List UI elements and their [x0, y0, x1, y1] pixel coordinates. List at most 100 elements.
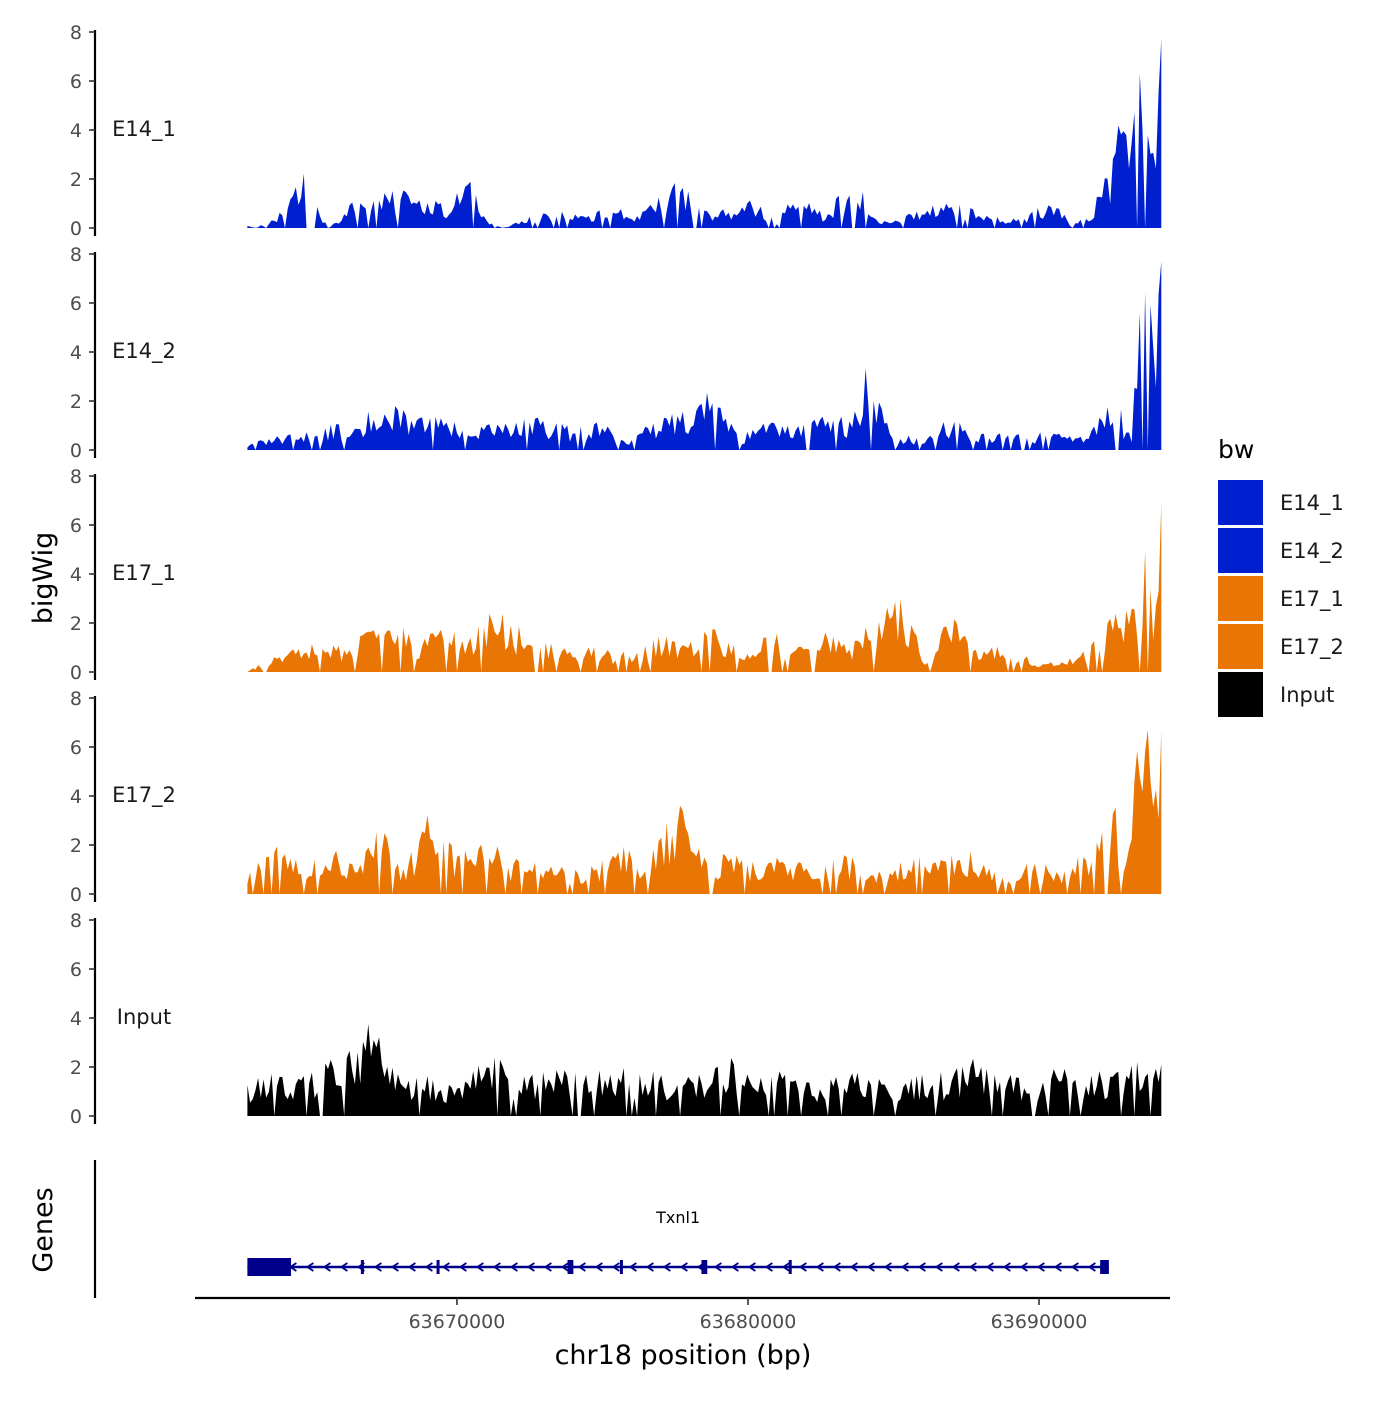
strand-arrow	[1070, 1262, 1079, 1272]
strand-arrow	[917, 1262, 926, 1272]
strand-arrow	[373, 1262, 382, 1272]
y-tick-label: 8	[70, 910, 82, 932]
strand-arrow	[713, 1262, 722, 1272]
tracks-layer: 0 2 4 6 8 E14_1 0 2 4 6 8 E14_2 0 2 4 6 8 E17_1 0 2 4 6 8 E17_2…	[70, 22, 1162, 1128]
coverage-area	[247, 502, 1162, 672]
strand-arrow	[968, 1262, 977, 1272]
gene-exon	[788, 1260, 792, 1274]
track-label: E14_1	[112, 117, 176, 142]
track-E14_2: 0 2 4 6 8 E14_2	[70, 244, 1162, 462]
legend-label: E14_1	[1280, 491, 1344, 516]
strand-arrow	[339, 1262, 348, 1272]
strand-arrow	[441, 1262, 450, 1272]
x-axis: 63670000 63680000 63690000	[195, 1296, 1170, 1333]
y-tick-label: 8	[70, 466, 82, 488]
strand-arrow	[577, 1262, 586, 1272]
x-tick-label: 63670000	[409, 1311, 506, 1333]
strand-arrow	[509, 1262, 518, 1272]
genes-axis-title: Genes	[28, 1187, 59, 1272]
strand-arrow	[849, 1262, 858, 1272]
y-tick-label: 0	[70, 440, 82, 462]
track-label: E17_2	[112, 783, 176, 808]
legend-swatch	[1218, 624, 1263, 669]
legend-label: E14_2	[1280, 539, 1344, 564]
strand-arrow	[900, 1262, 909, 1272]
legend-swatch	[1218, 528, 1263, 573]
strand-arrow	[594, 1262, 603, 1272]
y-tick-label: 4	[70, 1008, 82, 1030]
strand-arrow	[1019, 1262, 1028, 1272]
y-tick-label: 4	[70, 120, 82, 142]
strand-arrow	[407, 1262, 416, 1272]
strand-arrow	[951, 1262, 960, 1272]
y-tick-label: 2	[70, 613, 82, 635]
strand-arrow	[390, 1262, 399, 1272]
y-tick-label: 4	[70, 342, 82, 364]
track-Input: 0 2 4 6 8 Input	[70, 910, 1162, 1128]
strand-arrow	[764, 1262, 773, 1272]
y-tick-label: 8	[70, 244, 82, 266]
track-E14_1: 0 2 4 6 8 E14_1	[70, 22, 1162, 240]
gene-exon	[619, 1260, 623, 1274]
gene-exon	[360, 1260, 364, 1274]
legend-label: E17_1	[1280, 587, 1344, 612]
legend-swatch	[1218, 576, 1263, 621]
strand-arrow	[1002, 1262, 1011, 1272]
y-tick-label: 2	[70, 1057, 82, 1079]
strand-arrow	[798, 1262, 807, 1272]
y-tick-label: 4	[70, 564, 82, 586]
strand-arrow	[662, 1262, 671, 1272]
coverage-area	[247, 729, 1162, 894]
legend: bw E14_1 E14_2 E17_1 E17_2 Input	[1218, 435, 1344, 717]
track-label: E17_1	[112, 561, 176, 586]
strand-arrow	[747, 1262, 756, 1272]
legend-title: bw	[1218, 435, 1254, 464]
y-tick-label: 6	[70, 71, 82, 93]
strand-arrow	[492, 1262, 501, 1272]
strand-arrow	[985, 1262, 994, 1272]
genes-panel: Txnl1	[93, 1160, 1109, 1298]
track-E17_2: 0 2 4 6 8 E17_2	[70, 688, 1162, 906]
strand-arrow	[866, 1262, 875, 1272]
coverage-area	[247, 261, 1162, 450]
strand-arrow	[628, 1262, 637, 1272]
strand-arrow	[560, 1262, 569, 1272]
coverage-area	[247, 1024, 1162, 1116]
strand-arrow	[781, 1262, 790, 1272]
y-tick-label: 6	[70, 737, 82, 759]
y-tick-label: 0	[70, 218, 82, 240]
gene-exon	[1100, 1260, 1109, 1274]
y-tick-label: 8	[70, 22, 82, 44]
y-tick-label: 6	[70, 959, 82, 981]
legend-swatch	[1218, 480, 1263, 525]
strand-arrow	[526, 1262, 535, 1272]
track-label: E14_2	[112, 339, 176, 364]
gene-name-label: Txnl1	[655, 1208, 700, 1227]
legend-label: E17_2	[1280, 635, 1344, 660]
strand-arrow	[305, 1262, 314, 1272]
strand-arrow	[883, 1262, 892, 1272]
y-axis-title: bigWig	[28, 532, 59, 625]
strand-arrow	[645, 1262, 654, 1272]
track-label: Input	[117, 1005, 171, 1029]
legend-swatch	[1218, 672, 1263, 717]
gene-exon	[247, 1258, 292, 1276]
legend-label: Input	[1280, 683, 1334, 707]
strand-arrow	[322, 1262, 331, 1272]
strand-arrow	[475, 1262, 484, 1272]
strand-arrow	[679, 1262, 688, 1272]
y-tick-label: 8	[70, 688, 82, 710]
y-tick-label: 6	[70, 293, 82, 315]
strand-arrow	[815, 1262, 824, 1272]
strand-arrow	[611, 1262, 620, 1272]
y-tick-label: 2	[70, 835, 82, 857]
strand-arrow	[1087, 1262, 1096, 1272]
y-tick-label: 0	[70, 1106, 82, 1128]
strand-arrow	[832, 1262, 841, 1272]
strand-arrow	[730, 1262, 739, 1272]
y-tick-label: 0	[70, 662, 82, 684]
y-tick-label: 0	[70, 884, 82, 906]
gene-exon	[436, 1260, 440, 1274]
